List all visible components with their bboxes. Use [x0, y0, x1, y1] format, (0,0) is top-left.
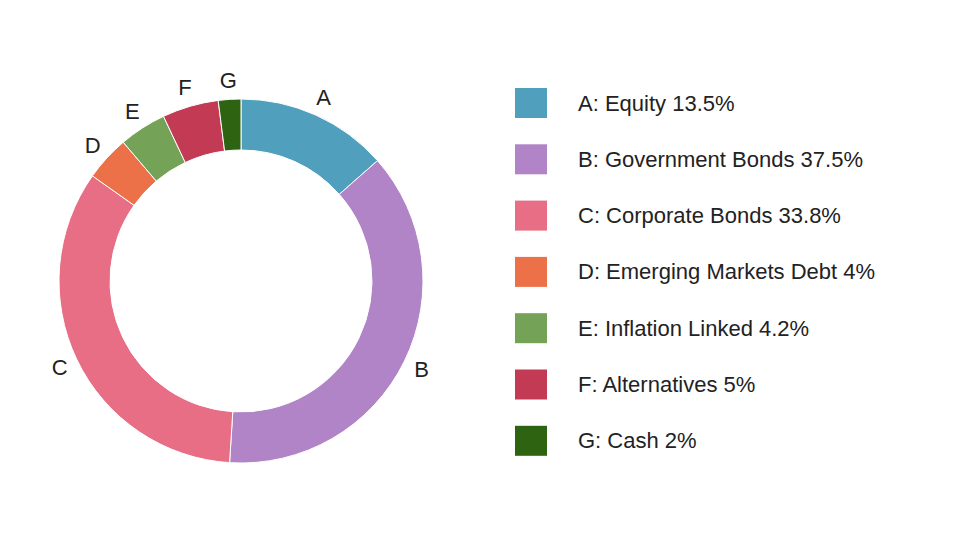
legend: A: Equity 13.5% B: Government Bonds 37.5%…: [515, 88, 875, 456]
slice-label: B: [414, 357, 429, 382]
legend-swatch: [515, 370, 547, 400]
slice-label: E: [125, 99, 140, 124]
legend-swatch: [515, 426, 547, 456]
chart-svg: A B C DE F G A: Equity 13.5% B: Government Bond…: [0, 0, 960, 540]
slice: [230, 161, 423, 463]
legend-label: E: Inflation Linked 4.2%: [578, 316, 809, 341]
legend-swatch: [515, 257, 547, 287]
legend-label: D: Emerging Markets Debt 4%: [578, 259, 875, 284]
legend-label: F: Alternatives 5%: [578, 372, 755, 397]
legend-swatch: [515, 144, 547, 174]
legend-swatch: [515, 88, 547, 118]
chart-container: A B C DE F G A: Equity 13.5% B: Government Bond…: [0, 0, 960, 540]
legend-swatch: [515, 313, 547, 343]
slice-label: G: [220, 68, 237, 93]
legend-label: A: Equity 13.5%: [578, 91, 735, 116]
slice-labels: A B C DE F G: [52, 68, 429, 382]
background: [0, 0, 960, 540]
slice-label: A: [316, 85, 331, 110]
slice-label: D: [85, 133, 101, 158]
slice: [59, 176, 233, 463]
legend-label: B: Government Bonds 37.5%: [578, 147, 863, 172]
slice-label: C: [52, 355, 68, 380]
slice: [218, 99, 241, 151]
slice-label: F: [178, 75, 191, 100]
legend-swatch: [515, 201, 547, 231]
legend-label: G: Cash 2%: [578, 428, 697, 453]
slices: [59, 99, 423, 463]
slice: [164, 100, 225, 162]
legend-label: C: Corporate Bonds 33.8%: [578, 203, 841, 228]
